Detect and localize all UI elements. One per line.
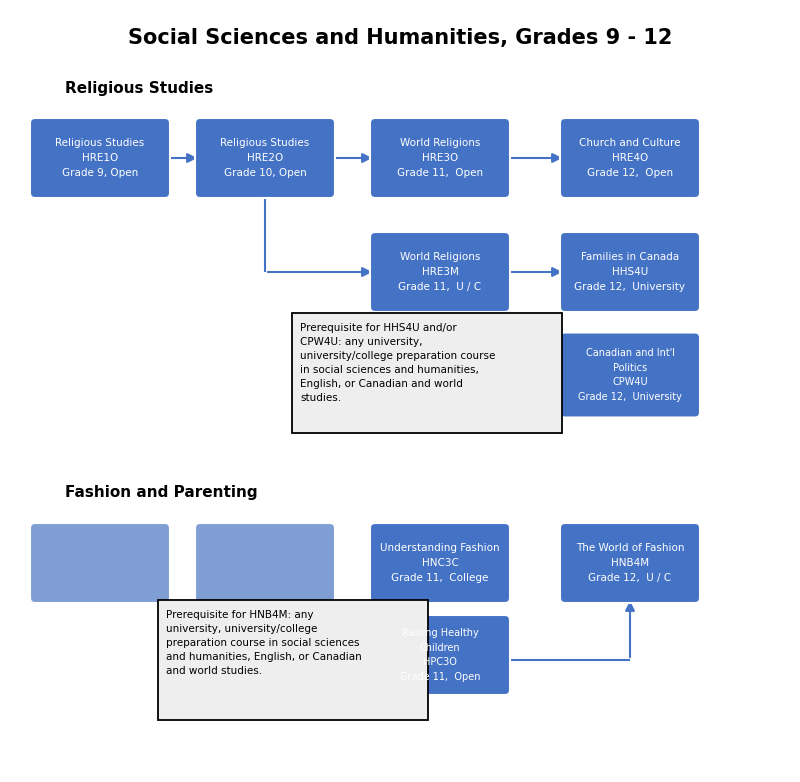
Text: Canadian and Int'l
Politics
CPW4U
Grade 12,  University: Canadian and Int'l Politics CPW4U Grade … <box>578 348 682 402</box>
FancyBboxPatch shape <box>30 523 170 603</box>
FancyBboxPatch shape <box>195 118 335 198</box>
Text: Religious Studies
HRE2O
Grade 10, Open: Religious Studies HRE2O Grade 10, Open <box>220 138 310 178</box>
Text: Prerequisite for HHS4U and/or
CPW4U: any university,
university/college preparat: Prerequisite for HHS4U and/or CPW4U: any… <box>300 323 495 403</box>
FancyBboxPatch shape <box>560 523 700 603</box>
Text: Prerequisite for HNB4M: any
university, university/college
preparation course in: Prerequisite for HNB4M: any university, … <box>166 610 362 676</box>
Text: World Religions
HRE3M
Grade 11,  U / C: World Religions HRE3M Grade 11, U / C <box>398 253 482 292</box>
FancyBboxPatch shape <box>560 332 700 418</box>
FancyBboxPatch shape <box>370 615 510 695</box>
FancyBboxPatch shape <box>370 523 510 603</box>
FancyBboxPatch shape <box>292 313 562 433</box>
FancyBboxPatch shape <box>560 232 700 312</box>
Text: Fashion and Parenting: Fashion and Parenting <box>65 485 258 500</box>
Text: Religious Studies: Religious Studies <box>65 81 214 95</box>
Text: Religious Studies
HRE1O
Grade 9, Open: Religious Studies HRE1O Grade 9, Open <box>55 138 145 178</box>
FancyBboxPatch shape <box>370 232 510 312</box>
Text: Social Sciences and Humanities, Grades 9 - 12: Social Sciences and Humanities, Grades 9… <box>128 28 672 48</box>
FancyBboxPatch shape <box>370 118 510 198</box>
FancyBboxPatch shape <box>195 523 335 603</box>
FancyBboxPatch shape <box>30 118 170 198</box>
Text: Understanding Fashion
HNC3C
Grade 11,  College: Understanding Fashion HNC3C Grade 11, Co… <box>380 543 500 583</box>
FancyBboxPatch shape <box>560 118 700 198</box>
Text: World Religions
HRE3O
Grade 11,  Open: World Religions HRE3O Grade 11, Open <box>397 138 483 178</box>
Text: Raising Healthy
Children
HPC3O
Grade 11,  Open: Raising Healthy Children HPC3O Grade 11,… <box>400 628 480 682</box>
FancyBboxPatch shape <box>158 600 428 720</box>
Text: Church and Culture
HRE4O
Grade 12,  Open: Church and Culture HRE4O Grade 12, Open <box>579 138 681 178</box>
Text: The World of Fashion
HNB4M
Grade 12,  U / C: The World of Fashion HNB4M Grade 12, U /… <box>576 543 684 583</box>
Text: Families in Canada
HHS4U
Grade 12,  University: Families in Canada HHS4U Grade 12, Unive… <box>574 253 686 292</box>
